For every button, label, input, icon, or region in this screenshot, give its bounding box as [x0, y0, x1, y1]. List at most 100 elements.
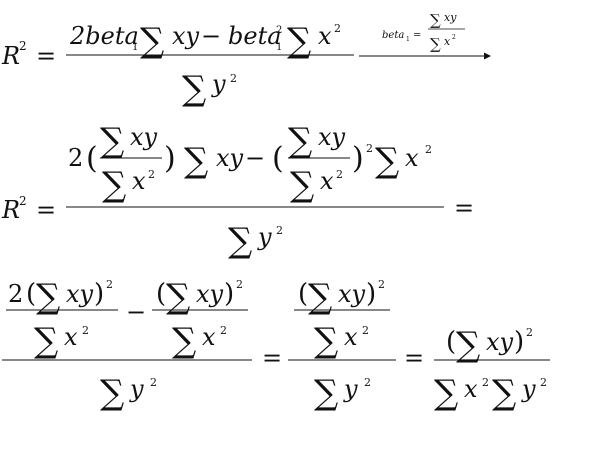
- left-paren: (: [26, 279, 36, 309]
- sum-sign: ∑: [100, 121, 124, 161]
- paren-superscript: 2: [378, 278, 385, 291]
- right-paren: ): [514, 327, 524, 357]
- sum-sign: ∑: [182, 69, 206, 109]
- y-superscript: 2: [540, 376, 547, 389]
- sum-sign: ∑: [172, 321, 196, 361]
- sum-sign: ∑: [100, 373, 124, 413]
- sum-sign: ∑: [290, 165, 314, 205]
- trailing-equals: =: [454, 194, 474, 222]
- minus-sign: −: [201, 22, 221, 50]
- beta-subscript: 1: [132, 42, 138, 53]
- x-term: x: [344, 323, 358, 351]
- sum-sign: ∑: [36, 277, 60, 317]
- equals-sign: =: [404, 344, 424, 372]
- x-term: x: [464, 375, 478, 403]
- xy-term: xy: [486, 328, 514, 356]
- x-superscript: 2: [482, 376, 489, 389]
- xy-term: xy: [196, 280, 224, 308]
- numerator-beta: beta: [228, 22, 282, 50]
- x-term: x: [318, 22, 332, 50]
- equals-sign: =: [36, 196, 56, 224]
- sum-sign: ∑: [314, 373, 338, 413]
- minus-sign: −: [126, 298, 146, 326]
- right-paren: ): [94, 279, 104, 309]
- y-term: y: [343, 375, 358, 403]
- beta-superscript: 2: [276, 25, 282, 36]
- y-term: y: [129, 375, 144, 403]
- left-paren: (: [446, 327, 456, 357]
- x-term: x: [320, 167, 334, 195]
- right-paren: ): [164, 141, 176, 176]
- coefficient-2: 2: [68, 144, 83, 172]
- x-superscript: 2: [148, 168, 155, 181]
- sum-sign: ∑: [140, 21, 164, 61]
- beta-subscript: 1: [276, 42, 282, 53]
- lhs-sup: 2: [19, 39, 27, 53]
- sum-sign: ∑: [184, 141, 208, 181]
- paren-superscript: 2: [526, 326, 533, 339]
- numerator-2beta: 2beta: [69, 22, 139, 50]
- arrow-label-subscript: 1: [406, 36, 410, 43]
- equals-sign: =: [36, 42, 56, 70]
- sum-sign: ∑: [430, 11, 441, 29]
- right-paren: ): [224, 279, 234, 309]
- xy-term: xy: [318, 123, 346, 151]
- left-paren: (: [156, 279, 166, 309]
- lhs-r: R: [1, 42, 20, 70]
- x-superscript: 2: [362, 324, 369, 337]
- y-term: y: [211, 70, 226, 98]
- right-paren: ): [352, 141, 364, 176]
- y-superscript: 2: [150, 376, 157, 389]
- xy-term: xy: [130, 123, 158, 151]
- equation-line-1: R 2 = 2beta 1 ∑ xy − beta 2 1 ∑ x 2 ∑ y …: [1, 11, 491, 109]
- paren-superscript: 2: [366, 142, 373, 155]
- x-term: x: [202, 323, 216, 351]
- paren-superscript: 2: [106, 278, 113, 291]
- x-term: x: [444, 35, 451, 48]
- sum-sign: ∑: [166, 277, 190, 317]
- sum-sign: ∑: [228, 221, 252, 261]
- xy-term: xy: [216, 144, 244, 172]
- sum-sign: ∑: [434, 373, 458, 413]
- lhs-r: R: [1, 196, 20, 224]
- sum-sign: ∑: [492, 373, 516, 413]
- arrow-label-equals: =: [413, 30, 421, 41]
- xy-term: xy: [444, 11, 457, 24]
- paren-superscript: 2: [236, 278, 243, 291]
- x-term: x: [64, 323, 78, 351]
- y-superscript: 2: [276, 224, 283, 237]
- sum-sign: ∑: [314, 321, 338, 361]
- sum-sign: ∑: [287, 21, 311, 61]
- y-superscript: 2: [230, 72, 237, 85]
- sum-sign: ∑: [308, 277, 332, 317]
- arrowhead-icon: [484, 52, 491, 60]
- equals-sign: =: [262, 344, 282, 372]
- sum-sign: ∑: [456, 325, 480, 365]
- left-paren: (: [272, 141, 284, 176]
- y-term: y: [257, 223, 272, 251]
- arrow-annotation: beta 1 = ∑ xy ∑ x 2: [359, 11, 491, 60]
- left-paren: (: [298, 279, 308, 309]
- xy-term: xy: [66, 280, 94, 308]
- x-superscript: 2: [334, 22, 341, 35]
- x-superscript: 2: [220, 324, 227, 337]
- right-paren: ): [366, 279, 376, 309]
- xy-term: xy: [338, 280, 366, 308]
- y-superscript: 2: [364, 376, 371, 389]
- x-term: x: [405, 144, 419, 172]
- x-term: x: [132, 167, 146, 195]
- y-term: y: [521, 375, 536, 403]
- left-paren: (: [86, 141, 98, 176]
- sum-sign: ∑: [34, 321, 58, 361]
- equation-line-3: 2 ( ∑ xy ) 2 ∑ x 2 − ( ∑ xy ) 2 ∑ x 2 ∑ …: [2, 277, 550, 413]
- x-superscript: 2: [82, 324, 89, 337]
- sum-sign: ∑: [288, 121, 312, 161]
- x-superscript: 2: [336, 168, 343, 181]
- equation-line-2: R 2 = 2 ( ∑ xy ∑ x 2 ) ∑ xy − ( ∑ xy ∑ x…: [1, 121, 474, 261]
- x-superscript: 2: [425, 143, 432, 156]
- sum-sign: ∑: [430, 35, 441, 53]
- x-superscript: 2: [452, 34, 456, 41]
- minus-sign: −: [245, 144, 265, 172]
- arrow-label-beta: beta: [382, 30, 404, 41]
